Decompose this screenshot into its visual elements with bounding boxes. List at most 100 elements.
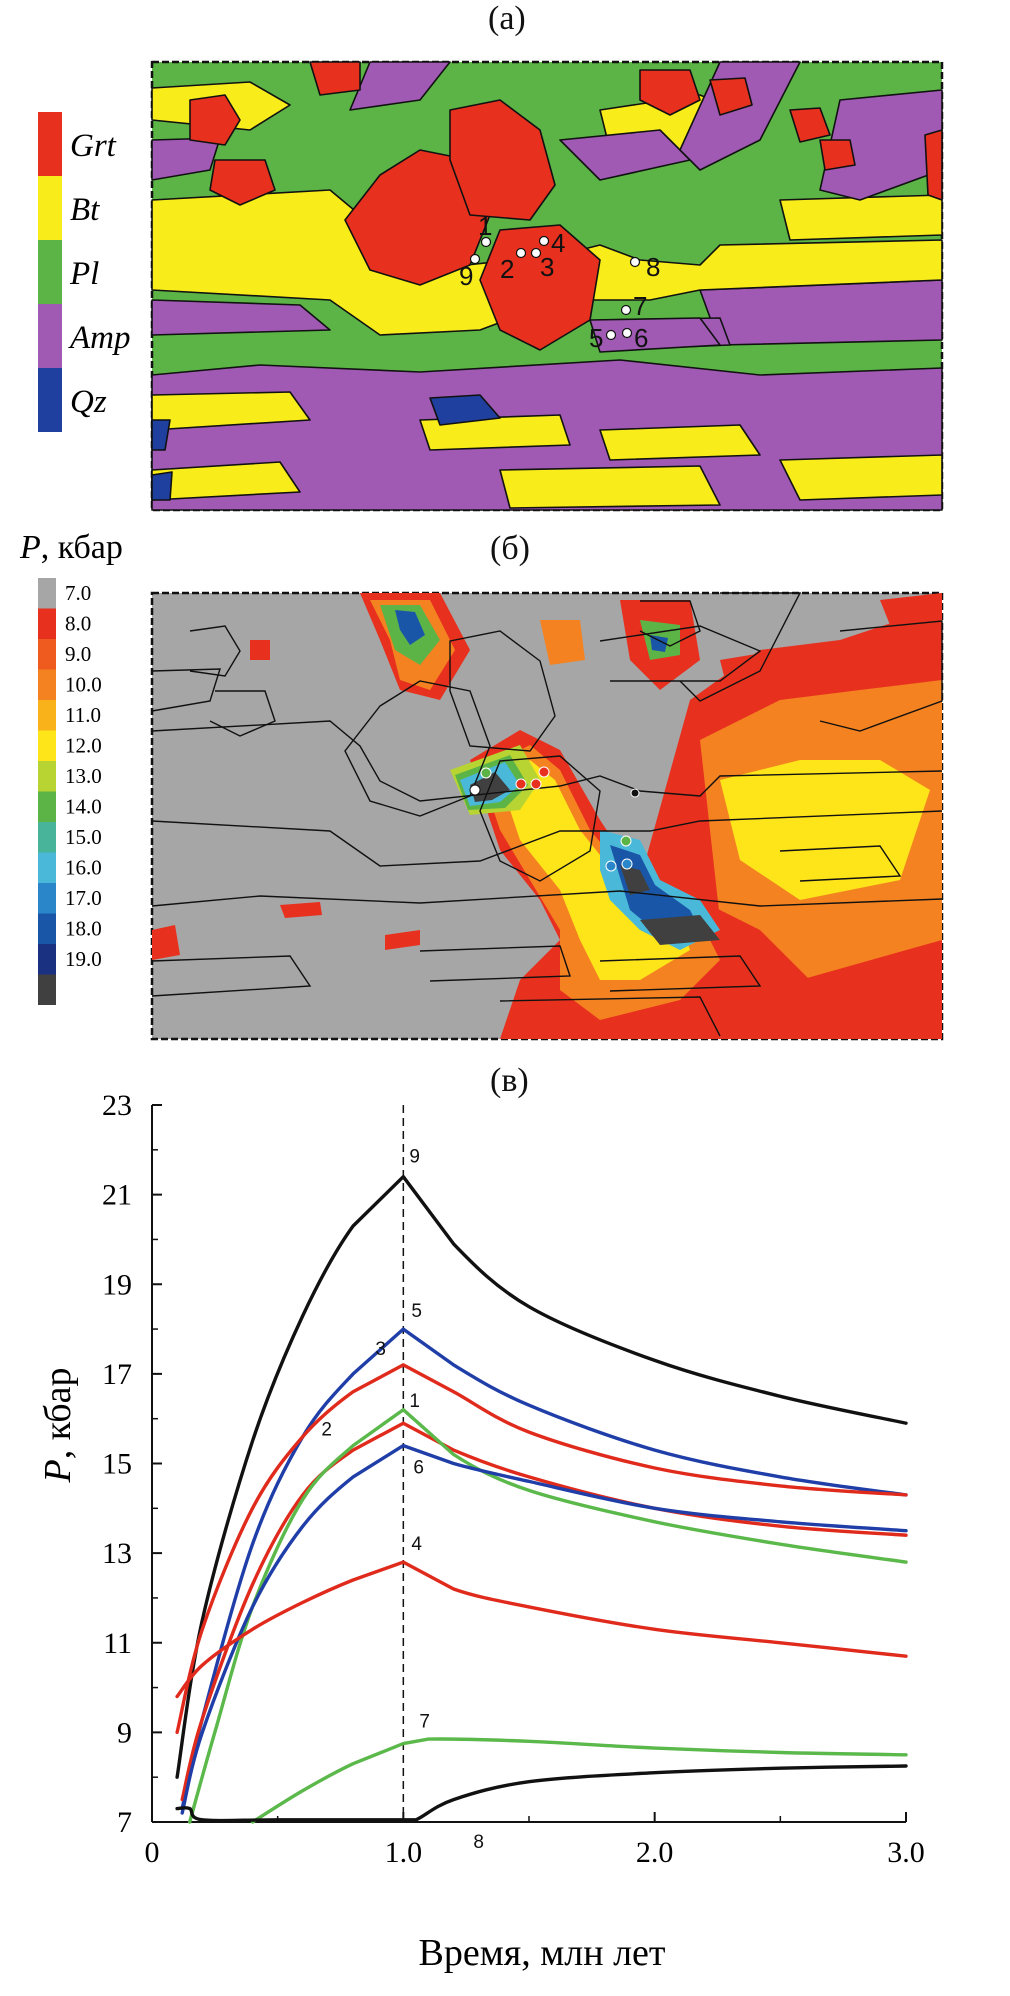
x-tick-label: 1.0 — [385, 1836, 423, 1869]
legend-swatch-qz — [38, 368, 62, 432]
y-tick-label: 7 — [117, 1806, 132, 1839]
pressure-legend-tick: 13.0 — [65, 764, 102, 788]
legend-swatch-bt — [38, 176, 62, 240]
point-marker-7 — [620, 304, 632, 316]
pressure-point-6 — [621, 858, 633, 870]
panel-a-label: (а) — [488, 0, 526, 37]
point-label-5: 5 — [589, 323, 603, 353]
pressure-point-8 — [630, 788, 640, 798]
point-label-7: 7 — [633, 291, 647, 321]
series-line-4 — [175, 1560, 908, 1699]
x-tick-label: 2.0 — [636, 1836, 674, 1869]
point-marker-4 — [538, 235, 550, 247]
pressure-legend-tick: 16.0 — [65, 856, 102, 880]
y-tick-label: 9 — [117, 1716, 132, 1749]
pressure-time-chart: 7 9 11 13 15 17 19 21 23 0 1.0 2.0 3.0 9 5 3 1 2 6 4 7 8 Вре… — [37, 1089, 925, 1974]
pressure-swatch — [38, 883, 56, 914]
pressure-swatch — [38, 578, 56, 609]
y-tick-label: 21 — [102, 1179, 132, 1212]
point-label-4: 4 — [551, 228, 565, 258]
legend-swatch-pl — [38, 240, 62, 304]
series-label-1: 1 — [409, 1391, 420, 1412]
pressure-legend-title: P, кбар — [19, 530, 123, 566]
pressure-legend-tick: 8.0 — [65, 612, 91, 636]
legend-label-pl: Pl — [69, 256, 99, 292]
point-marker-3 — [530, 247, 542, 259]
point-marker-6 — [621, 327, 633, 339]
pressure-swatch — [38, 669, 56, 700]
phase-map — [150, 60, 944, 512]
pressure-swatch — [38, 944, 56, 975]
panel-c-label: (в) — [490, 1062, 529, 1099]
legend-label-amp: Amp — [68, 320, 131, 356]
series-label-8: 8 — [473, 1832, 484, 1853]
point-label-1: 1 — [478, 211, 492, 241]
legend-swatch-amp — [38, 304, 62, 368]
mineral-legend: Grt Bt Pl Amp Qz — [38, 112, 131, 432]
y-tick-label: 23 — [102, 1089, 132, 1122]
pressure-point-5 — [605, 860, 617, 872]
pressure-point-3 — [530, 778, 542, 790]
series-line-8 — [175, 1764, 908, 1823]
point-marker-5 — [605, 329, 617, 341]
series-line-3 — [175, 1363, 908, 1735]
pressure-swatch — [38, 730, 56, 761]
pressure-swatch — [38, 791, 56, 822]
pressure-point-1 — [480, 767, 492, 779]
pressure-legend-tick: 14.0 — [65, 795, 102, 819]
pressure-legend-unit: , кбар — [41, 530, 123, 566]
series-label-2: 2 — [321, 1420, 332, 1441]
series-line-7 — [250, 1737, 908, 1824]
pressure-swatch — [38, 700, 56, 731]
legend-label-bt: Bt — [70, 192, 100, 228]
series-line-5 — [180, 1327, 908, 1811]
pressure-legend-tick: 7.0 — [65, 581, 91, 605]
pressure-point-2 — [515, 778, 527, 790]
point-markers — [469, 235, 641, 341]
legend-swatch-grt — [38, 112, 62, 176]
point-labels: 1 2 3 4 5 6 7 8 9 — [459, 211, 660, 353]
pressure-legend-tick: 11.0 — [65, 703, 101, 727]
pressure-swatch — [38, 852, 56, 883]
chart-series — [175, 1175, 908, 1824]
pressure-point-9 — [469, 784, 481, 796]
series-label-3: 3 — [375, 1339, 386, 1360]
pressure-legend-tick: 9.0 — [65, 642, 91, 666]
pressure-point-7 — [620, 835, 632, 847]
phase-map-panel: Grt Bt Pl Amp Qz — [38, 60, 944, 512]
y-tick-label: 17 — [102, 1358, 132, 1391]
pressure-legend-tick: 19.0 — [65, 947, 102, 971]
pressure-legend-tick: 10.0 — [65, 673, 102, 697]
x-tick-label: 3.0 — [887, 1836, 925, 1869]
y-tick-label: 11 — [103, 1627, 132, 1660]
point-label-8: 8 — [646, 252, 660, 282]
series-line-9 — [175, 1175, 908, 1779]
series-label-4: 4 — [411, 1534, 422, 1555]
x-axis-label: Время, млн лет — [418, 1932, 665, 1974]
pressure-swatch — [38, 974, 56, 1005]
point-label-2: 2 — [500, 254, 514, 284]
pressure-map — [150, 591, 944, 1041]
y-tick-label: 13 — [102, 1537, 132, 1570]
point-marker-9 — [469, 253, 481, 265]
series-label-9: 9 — [409, 1147, 420, 1168]
series-label-5: 5 — [411, 1301, 422, 1322]
pressure-map-panel: P, кбар 7.0 8.0 9.0 10.0 11.0 12.0 13.0 14.0 15.… — [19, 530, 944, 1041]
series-label-7: 7 — [419, 1712, 430, 1733]
legend-label-qz: Qz — [70, 384, 107, 420]
y-tick-label: 19 — [102, 1268, 132, 1301]
series-label-6: 6 — [413, 1458, 424, 1479]
point-marker-8 — [629, 256, 641, 268]
point-label-6: 6 — [634, 323, 648, 353]
series-line-2 — [188, 1408, 908, 1824]
legend-label-grt: Grt — [70, 128, 117, 164]
point-label-9: 9 — [459, 261, 473, 291]
point-label-3: 3 — [540, 252, 554, 282]
point-marker-1 — [480, 236, 492, 248]
pressure-legend-var: P — [19, 530, 41, 566]
pressure-swatch — [38, 608, 56, 639]
y-axis-label: P, кбар — [37, 1368, 79, 1484]
x-tick-label: 0 — [145, 1836, 160, 1869]
series-line-6 — [180, 1443, 908, 1815]
